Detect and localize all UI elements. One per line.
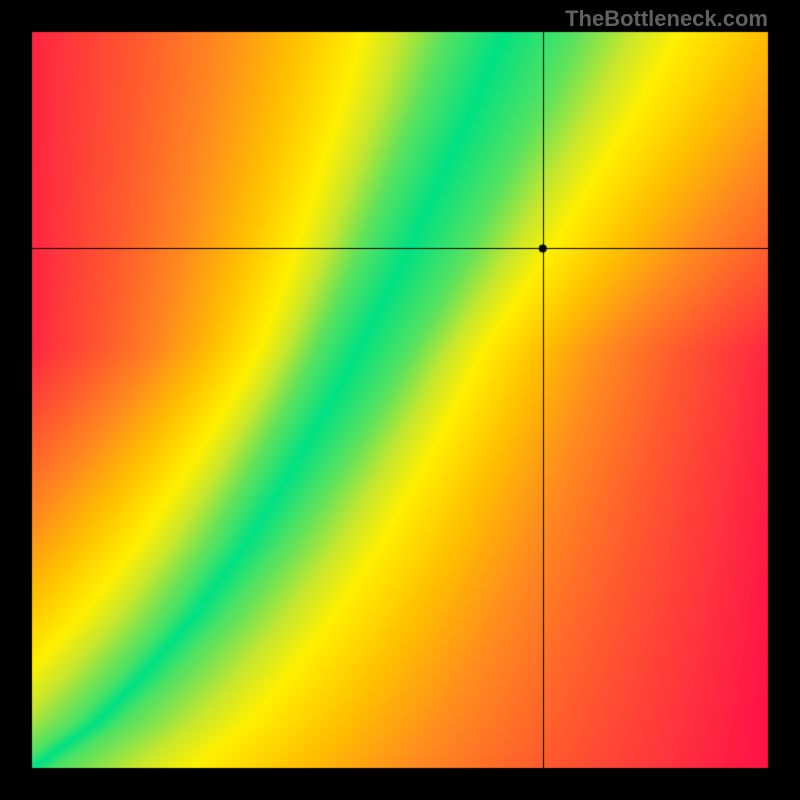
crosshair-overlay [0, 0, 800, 800]
watermark-text: TheBottleneck.com [565, 6, 768, 32]
chart-container: TheBottleneck.com [0, 0, 800, 800]
